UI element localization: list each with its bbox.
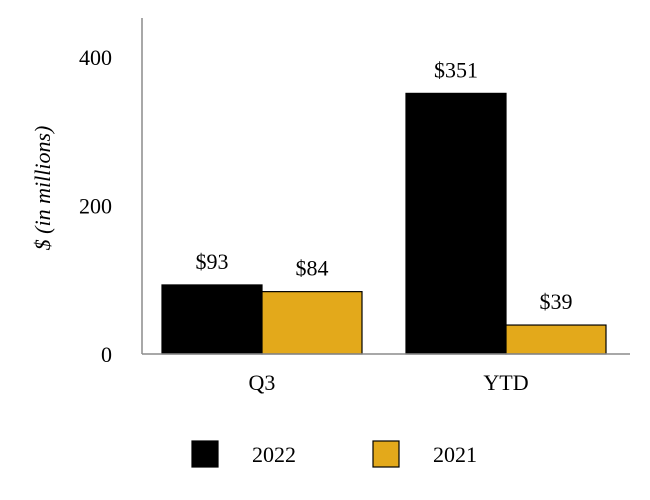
y-tick-label: 0: [101, 342, 112, 367]
y-tick-label: 200: [79, 194, 112, 219]
bar-2021-ytd: [505, 324, 607, 355]
y-tick-label: 400: [79, 45, 112, 70]
y-axis-label: $ (in millions): [30, 126, 55, 251]
bar-2021-q3: [261, 291, 363, 355]
legend-swatch-2022: [191, 440, 219, 468]
legend-label-2021: 2021: [433, 442, 477, 467]
legend-swatch-2021: [372, 440, 400, 468]
bar-2022-q3: [161, 284, 263, 355]
bar-2022-ytd: [405, 92, 507, 355]
data-label-2021-ytd: $39: [540, 289, 573, 314]
data-label-2021-q3: $84: [296, 256, 329, 281]
x-category-label: YTD: [483, 370, 528, 395]
x-category-label: Q3: [249, 370, 276, 395]
legend: 2022 2021: [191, 440, 477, 468]
legend-label-2022: 2022: [252, 442, 296, 467]
data-label-2022-ytd: $351: [434, 57, 478, 82]
data-label-2022-q3: $93: [196, 249, 229, 274]
